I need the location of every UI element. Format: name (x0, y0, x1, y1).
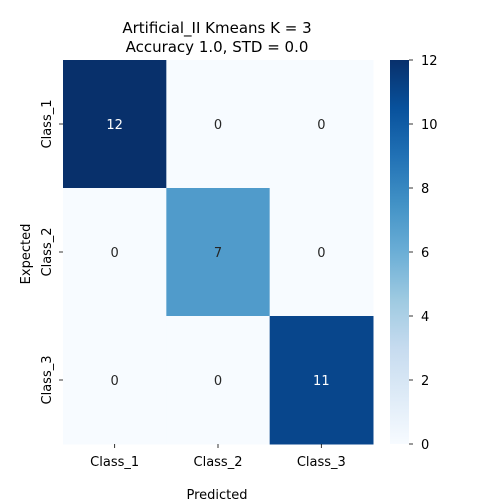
cell-value-label: 0 (214, 118, 222, 133)
x-axis-label: Predicted (186, 488, 247, 500)
y-tick-label: Class_2 (40, 228, 55, 277)
cell-value-label: 0 (317, 118, 325, 133)
colorbar (390, 60, 409, 444)
y-axis-label: Expected (19, 224, 34, 285)
cell-value-label: 11 (313, 374, 330, 389)
y-tick-label: Class_3 (40, 356, 55, 405)
cell-value-label: 0 (111, 374, 119, 389)
cell-value-label: 0 (214, 374, 222, 389)
colorbar-tick-label: 4 (421, 310, 429, 325)
colorbar-tick-label: 2 (421, 374, 429, 389)
y-axis-ticks: Class_1 Class_2 Class_3 (40, 100, 63, 405)
colorbar-ticks: 0 2 4 6 8 10 12 (409, 54, 438, 453)
colorbar-tick-label: 0 (421, 438, 429, 453)
colorbar-tick-label: 12 (421, 54, 438, 69)
heatmap-cell (63, 60, 167, 189)
colorbar-tick-label: 8 (421, 182, 429, 197)
heatmap-cell (63, 316, 167, 445)
cell-value-label: 7 (214, 246, 222, 261)
heatmap-cell (166, 316, 271, 445)
heatmap-cells (63, 60, 374, 445)
colorbar-tick-label: 6 (421, 246, 429, 261)
x-axis-ticks: Class_1 Class_2 Class_3 (90, 444, 346, 470)
x-tick-label: Class_1 (90, 455, 139, 470)
chart-title-line-2: Accuracy 1.0, STD = 0.0 (126, 38, 309, 56)
cell-annotations: 12 0 0 0 7 0 0 0 11 (106, 118, 329, 389)
x-tick-label: Class_2 (194, 455, 243, 470)
heatmap-cell (166, 188, 271, 317)
heatmap-cell (166, 60, 271, 189)
y-tick-label: Class_1 (40, 100, 55, 149)
heatmap-cell (63, 188, 167, 317)
x-tick-label: Class_3 (297, 455, 346, 470)
chart-title-line-1: Artificial_II Kmeans K = 3 (122, 19, 311, 38)
colorbar-tick-label: 10 (421, 118, 438, 133)
cell-value-label: 12 (106, 118, 123, 133)
heatmap-cell (269, 60, 374, 189)
cell-value-label: 0 (317, 246, 325, 261)
heatmap-cell (269, 188, 374, 317)
heatmap-cell (269, 316, 374, 445)
cell-value-label: 0 (111, 246, 119, 261)
